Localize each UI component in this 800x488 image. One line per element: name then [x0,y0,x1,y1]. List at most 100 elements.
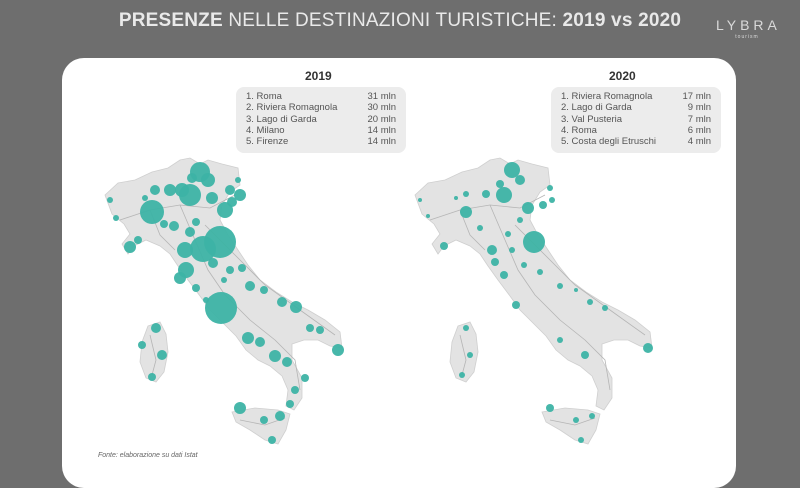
ranking-row: 2. Riviera Romagnola 30 mln [246,102,396,114]
destination-bubble [260,286,268,294]
destination-bubble [160,220,168,228]
destination-bubble [201,173,215,187]
destination-bubble [589,413,595,419]
destination-bubble [602,305,608,311]
destination-bubble [477,225,483,231]
destination-bubble [138,341,146,349]
destination-bubble [150,185,160,195]
destination-bubble [282,357,292,367]
destination-bubble [142,195,148,201]
destination-bubble [500,271,508,279]
destination-bubble [134,236,142,244]
destination-bubble [268,436,276,444]
destination-bubble [185,227,195,237]
destination-bubble [203,297,209,303]
road-line [149,334,157,376]
destination-bubble [234,402,246,414]
destination-bubble [587,299,593,305]
destination-bubble [177,242,193,258]
source-note: Fonte: elaborazione su dati Istat [98,452,198,459]
road-line [489,204,611,391]
destination-bubble [238,264,246,272]
destination-bubble [509,247,515,253]
italy-map-2020 [414,157,653,445]
map-2019-year: 2019 [305,69,332,83]
destination-bubble [418,198,422,202]
destination-bubble [557,337,563,343]
destination-bubble [491,258,499,266]
ranking-row: 3. Val Pusteria 7 mln [561,113,711,125]
destination-bubble [546,404,554,412]
ranking-row: 1. Roma 31 mln [246,91,396,102]
destination-bubble [148,373,156,381]
destination-bubble [242,332,254,344]
destination-bubble [440,242,448,250]
destination-bubble [151,323,161,333]
ranking-row: 3. Lago di Garda 20 mln [246,113,396,125]
mainland-shape [104,157,343,411]
destination-bubble [643,343,653,353]
destination-bubble [260,416,268,424]
destination-bubble [169,221,179,231]
destination-bubble [496,180,504,188]
destination-bubble [221,277,227,283]
destination-bubble [515,175,525,185]
destination-bubble [539,201,547,209]
destination-bubble [190,236,216,262]
destination-bubble [454,196,458,200]
destination-bubble [482,190,490,198]
destination-bubble [286,400,294,408]
destination-bubble [581,351,589,359]
ranking-box-2020: 1. Riviera Romagnola 17 mln 2. Lago di Ga… [551,87,721,154]
destination-bubble [234,189,246,201]
destination-bubble [205,292,237,324]
destination-bubble [512,301,520,309]
destination-bubble [517,217,523,223]
destination-bubble [523,231,545,253]
destination-bubble [301,374,309,382]
ranking-row: 4. Roma 6 mln [561,124,711,136]
ranking-row: 5. Costa degli Etruschi 4 mln [561,136,711,148]
destination-bubble [245,281,255,291]
destination-bubble [557,283,563,289]
destination-bubble [275,411,285,421]
destination-bubble [192,218,200,226]
destination-bubble [574,288,578,292]
destination-bubble [487,245,497,255]
destination-bubble [225,185,235,195]
destination-bubble [505,231,511,237]
destination-bubble [187,173,197,183]
destination-bubble [549,197,555,203]
destination-bubble [459,372,465,378]
road-line [459,334,467,376]
ranking-box-2019: 1. Roma 31 mln 2. Riviera Romagnola 30 mln… [236,87,406,154]
destination-bubble [463,191,469,197]
destination-bubble [175,183,189,197]
destination-bubble [522,202,534,214]
destination-bubble [332,344,344,356]
destination-bubble [269,350,281,362]
destination-bubble [124,241,136,253]
destination-bubble [113,215,119,221]
destination-bubble [290,301,302,313]
destination-bubble [573,417,579,423]
destination-bubble [192,284,200,292]
destination-bubble [208,258,218,268]
destination-bubble [164,184,176,196]
map-2020-year: 2020 [609,69,636,83]
italy-map-2019 [104,157,344,445]
destination-bubble [521,262,527,268]
destination-bubble [547,185,553,191]
destination-bubble [460,206,472,218]
page-title: PRESENZE NELLE DESTINAZIONI TURISTICHE: … [118,10,682,31]
destination-bubble [578,437,584,443]
brand-logo: LYBRA tourism [716,17,781,40]
destination-bubble [107,197,113,203]
destination-bubble [277,297,287,307]
destination-bubble [426,214,430,218]
destination-bubble [235,177,241,183]
destination-bubble [174,272,186,284]
ranking-row: 1. Riviera Romagnola 17 mln [561,91,711,102]
ranking-row: 5. Firenze 14 mln [246,136,396,148]
destination-bubble [306,324,314,332]
